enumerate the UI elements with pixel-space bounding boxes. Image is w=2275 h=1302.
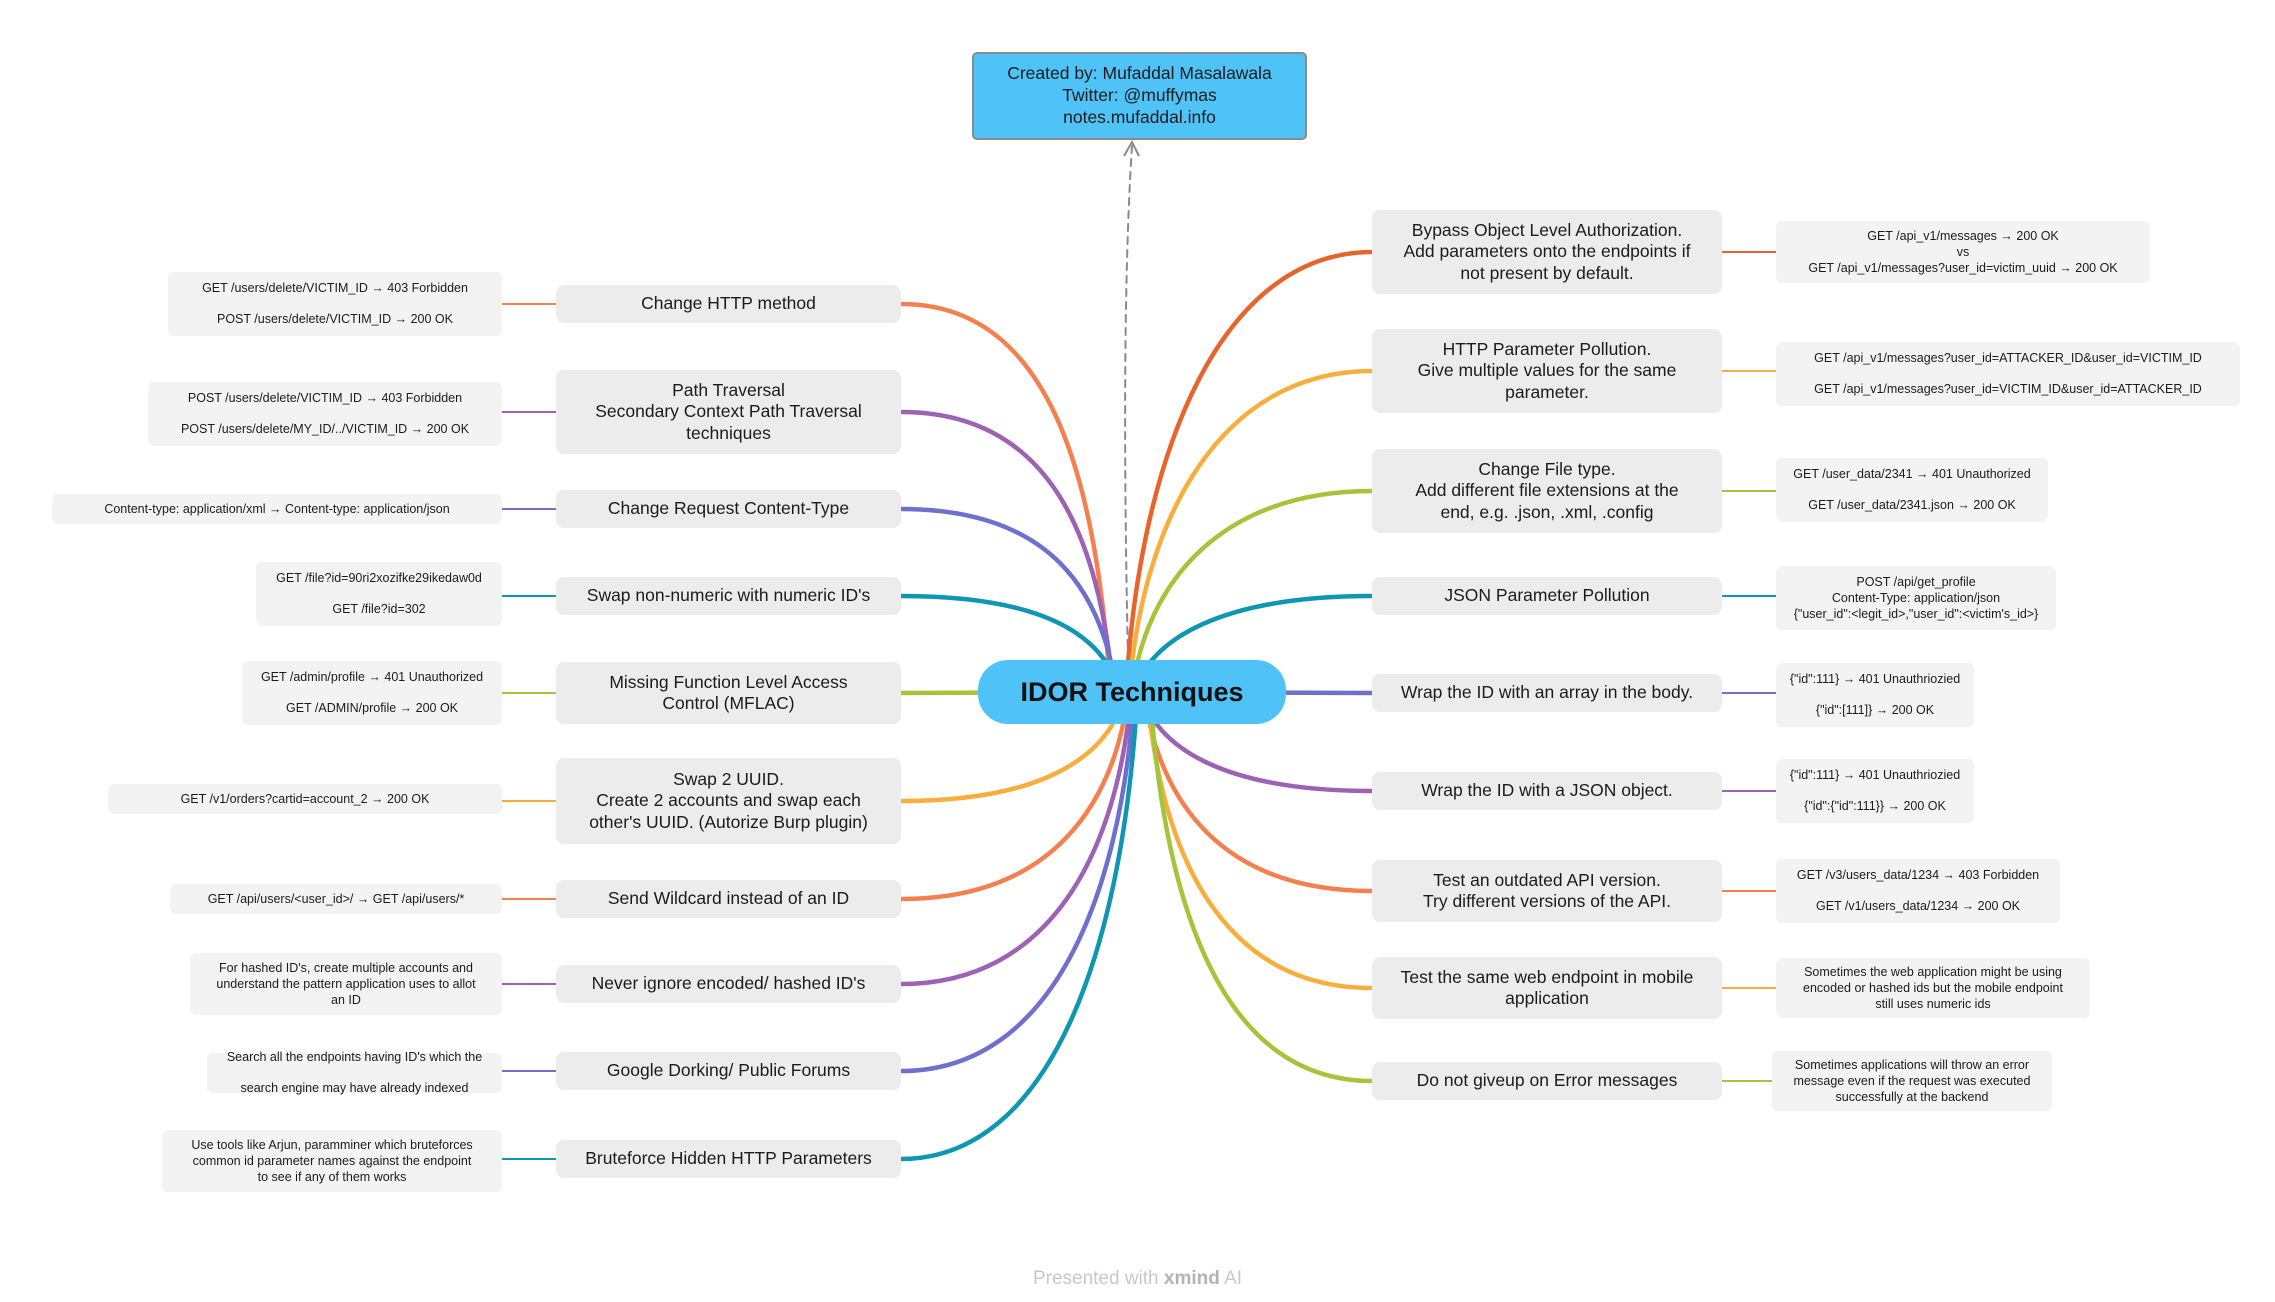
topic-right[interactable]: Do not giveup on Error messages bbox=[1372, 1062, 1722, 1100]
note-right: {"id":111} → 401 Unauthriozied {"id":{"i… bbox=[1776, 759, 1974, 823]
topic-left[interactable]: Send Wildcard instead of an ID bbox=[556, 880, 901, 918]
note-left: Search all the endpoints having ID's whi… bbox=[207, 1050, 502, 1095]
note-right: Sometimes the web application might be u… bbox=[1776, 958, 2090, 1018]
note-right: GET /user_data/2341 → 401 Unauthorized G… bbox=[1776, 458, 2048, 522]
branch-line-right bbox=[1129, 488, 1375, 695]
credits-connector bbox=[1124, 145, 1133, 661]
note-left: GET /file?id=90ri2xozifke29ikedaw0d GET … bbox=[256, 562, 502, 626]
topic-left[interactable]: Bruteforce Hidden HTTP Parameters bbox=[556, 1140, 901, 1178]
note-right: {"id":111} → 401 Unauthriozied {"id":[11… bbox=[1776, 663, 1974, 727]
topic-left[interactable]: Swap non-numeric with numeric ID's bbox=[556, 577, 901, 615]
topic-left[interactable]: Google Dorking/ Public Forums bbox=[556, 1052, 901, 1090]
footer-credit: Presented with xmind AI bbox=[1032, 1268, 1243, 1289]
topic-left[interactable]: Never ignore encoded/ hashed ID's bbox=[556, 965, 901, 1003]
topic-left[interactable]: Change Request Content-Type bbox=[556, 490, 901, 528]
note-right: GET /v3/users_data/1234 → 403 Forbidden … bbox=[1776, 859, 2060, 923]
note-left: GET /admin/profile → 401 Unauthorized GE… bbox=[242, 661, 502, 725]
note-left: For hashed ID's, create multiple account… bbox=[190, 953, 502, 1015]
arrow-head-icon bbox=[1123, 139, 1140, 157]
branch-line-right bbox=[1144, 689, 1375, 991]
branch-line-right bbox=[1147, 689, 1375, 1084]
topic-right[interactable]: Change File type. Add different file ext… bbox=[1372, 449, 1722, 533]
note-left: GET /api/users/<user_id>/ → GET /api/use… bbox=[170, 884, 502, 914]
branch-line-left bbox=[898, 506, 1119, 695]
note-right: POST /api/get_profile Content-Type: appl… bbox=[1776, 566, 2056, 630]
note-right: Sometimes applications will throw an err… bbox=[1772, 1051, 2052, 1111]
note-left: Content-type: application/xml → Content-… bbox=[52, 494, 502, 524]
topic-right[interactable]: Test an outdated API version. Try differ… bbox=[1372, 860, 1722, 922]
branch-line-left bbox=[898, 689, 1134, 987]
central-topic[interactable]: IDOR Techniques bbox=[978, 660, 1286, 724]
branch-line-left bbox=[898, 689, 1140, 1162]
credits-box: Created by: Mufaddal Masalawala Twitter:… bbox=[972, 52, 1307, 140]
note-left: Use tools like Arjun, paramminer which b… bbox=[162, 1130, 502, 1192]
topic-right[interactable]: Test the same web endpoint in mobile app… bbox=[1372, 957, 1722, 1019]
branch-line-right bbox=[1123, 249, 1375, 695]
topic-left[interactable]: Change HTTP method bbox=[556, 285, 901, 323]
topic-right[interactable]: Wrap the ID with an array in the body. bbox=[1372, 674, 1722, 712]
note-left: GET /v1/orders?cartid=account_2 → 200 OK bbox=[108, 784, 502, 814]
note-right: GET /api_v1/messages → 200 OK vs GET /ap… bbox=[1776, 221, 2150, 283]
branch-line-right bbox=[1126, 368, 1375, 695]
note-left: GET /users/delete/VICTIM_ID → 403 Forbid… bbox=[168, 272, 502, 336]
branch-line-left bbox=[898, 409, 1116, 695]
note-left: POST /users/delete/VICTIM_ID → 403 Forbi… bbox=[148, 382, 502, 446]
topic-left[interactable]: Missing Function Level Access Control (M… bbox=[556, 662, 901, 724]
topic-right[interactable]: JSON Parameter Pollution bbox=[1372, 577, 1722, 615]
note-right: GET /api_v1/messages?user_id=ATTACKER_ID… bbox=[1776, 342, 2240, 406]
topic-left[interactable]: Path Traversal Secondary Context Path Tr… bbox=[556, 370, 901, 454]
topic-right[interactable]: HTTP Parameter Pollution. Give multiple … bbox=[1372, 329, 1722, 413]
topic-right[interactable]: Wrap the ID with a JSON object. bbox=[1372, 772, 1722, 810]
topic-right[interactable]: Bypass Object Level Authorization. Add p… bbox=[1372, 210, 1722, 294]
branch-line-left bbox=[898, 689, 1137, 1074]
branch-line-left bbox=[898, 689, 1131, 902]
topic-left[interactable]: Swap 2 UUID. Create 2 accounts and swap … bbox=[556, 758, 901, 844]
